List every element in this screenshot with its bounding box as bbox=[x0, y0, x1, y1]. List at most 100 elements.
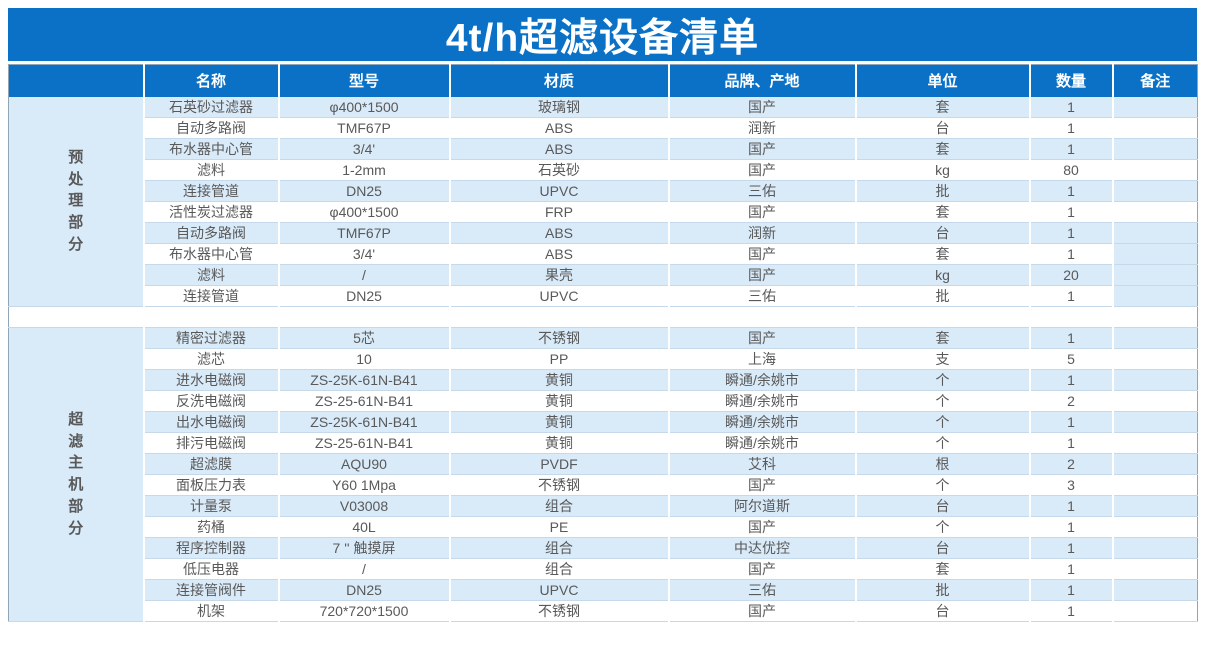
cell-qty: 1 bbox=[1028, 201, 1113, 223]
cell-material: PVDF bbox=[448, 453, 669, 475]
section-label-text: 预处理部分 bbox=[11, 147, 141, 256]
cell-model: ZS-25K-61N-B41 bbox=[277, 411, 450, 433]
cell-unit: 套 bbox=[854, 558, 1030, 580]
cell-unit: 支 bbox=[854, 348, 1030, 370]
cell-brand: 国产 bbox=[667, 243, 856, 265]
cell-model: DN25 bbox=[277, 579, 450, 601]
section-label-char: 部 bbox=[68, 497, 84, 515]
cell-unit: 个 bbox=[854, 432, 1030, 454]
table-row: 自动多路阀 TMF67P ABS 润新台 1 bbox=[9, 222, 1198, 244]
cell-unit: kg bbox=[854, 264, 1030, 286]
cell-brand: 国产 bbox=[667, 159, 856, 181]
cell-remark bbox=[1111, 579, 1198, 601]
cell-brand: 上海 bbox=[667, 348, 856, 370]
cell-brand: 中达优控 bbox=[667, 537, 856, 559]
cell-remark bbox=[1111, 159, 1198, 181]
column-header: 备注 bbox=[1111, 64, 1198, 97]
cell-name: 滤芯 bbox=[143, 348, 279, 370]
section-label-char: 分 bbox=[68, 519, 84, 537]
cell-model: 40L bbox=[277, 516, 450, 538]
cell-qty: 1 bbox=[1028, 579, 1113, 601]
cell-remark bbox=[1111, 285, 1198, 307]
cell-remark bbox=[1111, 537, 1198, 559]
cell-model: 5芯 bbox=[277, 327, 450, 349]
table-row: 自动多路阀 TMF67P ABS 润新台 1 bbox=[9, 117, 1198, 139]
section-label: 预处理部分 bbox=[8, 96, 145, 307]
cell-material: ABS bbox=[448, 243, 669, 265]
table-row: 进水电磁阀 ZS-25K-61N-B41 黄铜 瞬通/余姚市个 1 bbox=[9, 369, 1198, 391]
separator-row bbox=[8, 306, 1198, 328]
cell-name: 计量泵 bbox=[143, 495, 279, 517]
cell-model: φ400*1500 bbox=[277, 201, 450, 223]
cell-name: 石英砂过滤器 bbox=[142, 96, 279, 118]
cell-brand: 润新 bbox=[667, 222, 856, 244]
cell-brand: 阿尔道斯 bbox=[667, 495, 856, 517]
section-label-char: 理 bbox=[68, 192, 84, 210]
cell-unit: 台 bbox=[854, 222, 1030, 244]
cell-unit: 套 bbox=[854, 327, 1030, 349]
cell-model: TMF67P bbox=[277, 117, 450, 139]
cell-unit: 个 bbox=[854, 516, 1030, 538]
column-header: 型号 bbox=[277, 64, 450, 97]
table-row: 预处理部分石英砂过滤器 φ400*1500 玻璃钢 国产套 1 bbox=[8, 96, 1198, 307]
cell-name: 低压电器 bbox=[143, 558, 279, 580]
table-row: 机架 720*720*1500 不锈钢 国产台 1 bbox=[9, 600, 1198, 622]
cell-brand: 国产 bbox=[667, 558, 856, 580]
cell-brand: 国产 bbox=[667, 138, 856, 160]
cell-material: ABS bbox=[448, 222, 669, 244]
column-header: 单位 bbox=[854, 64, 1030, 97]
cell-unit: 个 bbox=[854, 474, 1030, 496]
cell-unit: 台 bbox=[854, 495, 1030, 517]
cell-material: 玻璃钢 bbox=[448, 96, 669, 118]
cell-remark bbox=[1111, 600, 1198, 622]
cell-model: ZS-25-61N-B41 bbox=[277, 390, 450, 412]
cell-unit: 套 bbox=[854, 201, 1030, 223]
section-label-char: 部 bbox=[68, 213, 84, 231]
cell-remark bbox=[1111, 348, 1198, 370]
cell-name: 排污电磁阀 bbox=[143, 432, 279, 454]
cell-remark bbox=[1111, 96, 1198, 118]
column-header: 品牌、产地 bbox=[667, 64, 856, 97]
cell-model: V03008 bbox=[277, 495, 450, 517]
header-row: 名称 型号 材质 品牌、产地 单位 数量 备注 bbox=[8, 64, 1198, 97]
table-row: 超滤膜 AQU90 PVDF 艾科根 2 bbox=[9, 453, 1198, 475]
cell-qty: 1 bbox=[1028, 537, 1113, 559]
table-row: 面板压力表 Y60 1Mpa 不锈钢 国产个 3 bbox=[9, 474, 1198, 496]
cell-model: 3/4' bbox=[277, 138, 450, 160]
cell-qty: 20 bbox=[1028, 264, 1113, 286]
cell-remark bbox=[1111, 474, 1198, 496]
cell-material: 组合 bbox=[448, 495, 669, 517]
cell-material: ABS bbox=[448, 138, 669, 160]
column-header: 数量 bbox=[1028, 64, 1113, 97]
cell-qty: 1 bbox=[1028, 222, 1113, 244]
table-row: 程序控制器 7 '' 触摸屏 组合 中达优控台 1 bbox=[9, 537, 1198, 559]
cell-model: TMF67P bbox=[277, 222, 450, 244]
cell-model: 720*720*1500 bbox=[277, 600, 450, 622]
cell-qty: 5 bbox=[1028, 348, 1113, 370]
cell-qty: 1 bbox=[1028, 180, 1113, 202]
cell-qty: 1 bbox=[1028, 327, 1113, 349]
equipment-sheet: 4t/h超滤设备清单 名称 型号 材质 品牌、产地 单位 数量 备注 预处理部分石英砂过滤器… bbox=[8, 8, 1198, 622]
cell-qty: 3 bbox=[1028, 474, 1113, 496]
cell-qty: 1 bbox=[1028, 558, 1113, 580]
cell-material: UPVC bbox=[448, 180, 669, 202]
section-label-text: 超滤主机部分 bbox=[11, 409, 141, 539]
column-header: 名称 bbox=[142, 64, 279, 97]
cell-unit: 个 bbox=[854, 390, 1030, 412]
cell-name: 连接管道 bbox=[143, 180, 279, 202]
cell-unit: 批 bbox=[854, 180, 1030, 202]
table-row: 活性炭过滤器 φ400*1500 FRP 国产套 1 bbox=[9, 201, 1198, 223]
cell-unit: 台 bbox=[854, 117, 1030, 139]
cell-remark bbox=[1111, 222, 1198, 244]
cell-qty: 1 bbox=[1028, 117, 1113, 139]
cell-name: 机架 bbox=[143, 600, 279, 622]
cell-name: 进水电磁阀 bbox=[143, 369, 279, 391]
section-label: 超滤主机部分 bbox=[8, 327, 145, 622]
section-label-char: 机 bbox=[68, 476, 84, 494]
cell-name: 精密过滤器 bbox=[142, 327, 279, 349]
cell-material: PE bbox=[448, 516, 669, 538]
cell-qty: 1 bbox=[1028, 96, 1113, 118]
cell-qty: 2 bbox=[1028, 390, 1113, 412]
cell-remark bbox=[1111, 411, 1198, 433]
cell-name: 程序控制器 bbox=[143, 537, 279, 559]
